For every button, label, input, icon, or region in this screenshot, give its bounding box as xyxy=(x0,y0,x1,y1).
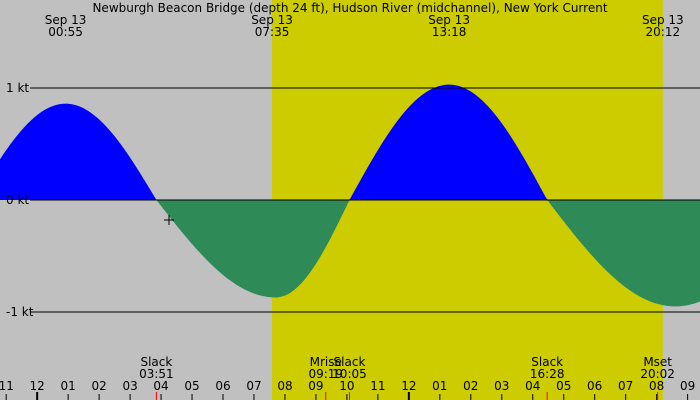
x-tick-label: 09 xyxy=(680,379,695,393)
x-tick-label: 05 xyxy=(556,379,571,393)
event-label: Mrise xyxy=(310,355,342,369)
x-tick-label: 11 xyxy=(0,379,14,393)
x-tick-label: 01 xyxy=(432,379,447,393)
event-label: Slack xyxy=(140,355,172,369)
x-tick-label: 10 xyxy=(339,379,354,393)
top-time-label: 00:55 xyxy=(48,25,83,39)
chart-title: Newburgh Beacon Bridge (depth 24 ft), Hu… xyxy=(92,1,607,15)
event-time: 10:05 xyxy=(332,367,367,381)
crosshair-icon xyxy=(164,215,174,225)
x-tick-label: 05 xyxy=(184,379,199,393)
event-label: Slack xyxy=(334,355,366,369)
event-time: 09:19 xyxy=(308,367,343,381)
y-axis-labels: 1 kt 0 kt -1 kt xyxy=(6,81,34,319)
x-tick-label: 03 xyxy=(494,379,509,393)
x-tick-label: 02 xyxy=(463,379,478,393)
event-time: 16:28 xyxy=(530,367,565,381)
x-tick-label: 08 xyxy=(277,379,292,393)
flood-current-area xyxy=(0,84,700,200)
top-date-label: Sep 13 xyxy=(428,13,470,27)
x-tick-label: 11 xyxy=(370,379,385,393)
x-tick-label: 02 xyxy=(91,379,106,393)
x-tick-label: 09 xyxy=(308,379,323,393)
event-time: 03:51 xyxy=(139,367,174,381)
x-tick-label: 12 xyxy=(401,379,416,393)
ebb-current-area xyxy=(0,200,700,307)
top-time-label: 07:35 xyxy=(255,25,290,39)
x-tick-label: 12 xyxy=(30,379,45,393)
y-tick-label: 1 kt xyxy=(6,81,29,95)
top-time-label: 20:12 xyxy=(646,25,681,39)
x-axis: 11 12 01 02 03 04 05 06 07 08 09 10 11 12 01 02 03 04 05 06… xyxy=(0,379,695,400)
x-tick-label: 03 xyxy=(122,379,137,393)
y-tick-label: -1 kt xyxy=(6,305,34,319)
x-tick-label: 04 xyxy=(153,379,168,393)
x-tick-label: 04 xyxy=(525,379,540,393)
top-date-label: Sep 13 xyxy=(45,13,87,27)
x-tick-label: 06 xyxy=(215,379,230,393)
top-date-label: Sep 13 xyxy=(251,13,293,27)
x-tick-label: 06 xyxy=(587,379,602,393)
gridlines xyxy=(30,87,700,313)
x-tick-label: 08 xyxy=(649,379,664,393)
x-tick-label: 01 xyxy=(61,379,76,393)
top-date-label: Sep 13 xyxy=(642,13,684,27)
x-tick-label: 07 xyxy=(618,379,633,393)
event-label: Slack xyxy=(531,355,563,369)
event-labels: Slack03:51Mrise09:19Slack10:05Slack16:28… xyxy=(139,355,675,400)
y-tick-label: 0 kt xyxy=(6,193,29,207)
event-time: 20:02 xyxy=(640,367,675,381)
top-time-label: 13:18 xyxy=(432,25,467,39)
x-tick-label: 07 xyxy=(246,379,261,393)
event-label: Mset xyxy=(643,355,672,369)
